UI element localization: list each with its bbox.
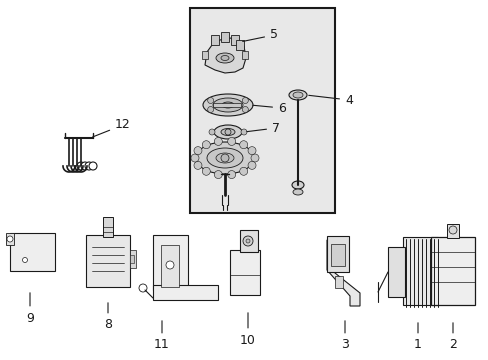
Circle shape bbox=[241, 129, 246, 135]
Text: 8: 8 bbox=[104, 303, 112, 332]
Ellipse shape bbox=[206, 148, 243, 168]
Circle shape bbox=[247, 161, 256, 169]
Ellipse shape bbox=[222, 102, 234, 108]
Circle shape bbox=[245, 239, 249, 243]
Circle shape bbox=[89, 162, 97, 170]
Bar bbox=[430, 237, 474, 305]
Circle shape bbox=[194, 161, 202, 169]
Text: 6: 6 bbox=[252, 102, 285, 114]
Text: 4: 4 bbox=[308, 94, 352, 107]
Bar bbox=[10, 233, 55, 271]
Text: 1: 1 bbox=[413, 323, 421, 351]
Circle shape bbox=[85, 162, 93, 170]
Bar bbox=[161, 245, 179, 287]
Bar bbox=[103, 217, 113, 237]
Ellipse shape bbox=[221, 129, 235, 135]
Bar bbox=[210, 35, 219, 45]
Ellipse shape bbox=[288, 90, 306, 100]
Bar bbox=[229, 250, 260, 295]
Circle shape bbox=[77, 162, 85, 170]
Circle shape bbox=[165, 261, 174, 269]
Circle shape bbox=[191, 154, 199, 162]
Bar bbox=[6, 233, 14, 245]
Circle shape bbox=[214, 138, 222, 145]
Text: 9: 9 bbox=[26, 293, 34, 324]
Ellipse shape bbox=[221, 55, 228, 60]
Bar bbox=[86, 235, 130, 287]
Circle shape bbox=[139, 284, 147, 292]
Circle shape bbox=[239, 141, 247, 149]
Circle shape bbox=[22, 257, 27, 262]
Ellipse shape bbox=[216, 53, 234, 63]
Text: 3: 3 bbox=[340, 321, 348, 351]
Ellipse shape bbox=[196, 142, 253, 174]
Ellipse shape bbox=[203, 94, 252, 116]
Circle shape bbox=[239, 167, 247, 175]
Bar bbox=[153, 235, 187, 290]
Bar bbox=[230, 35, 239, 45]
Circle shape bbox=[243, 236, 252, 246]
Text: 7: 7 bbox=[246, 122, 280, 135]
Circle shape bbox=[81, 162, 89, 170]
Circle shape bbox=[202, 167, 210, 175]
Bar bbox=[202, 51, 207, 59]
Ellipse shape bbox=[292, 189, 303, 195]
Bar bbox=[402, 237, 437, 305]
Circle shape bbox=[250, 154, 259, 162]
Bar bbox=[446, 224, 458, 238]
Circle shape bbox=[242, 107, 248, 112]
Circle shape bbox=[221, 154, 228, 162]
Circle shape bbox=[242, 98, 248, 104]
Bar bbox=[236, 40, 244, 50]
Ellipse shape bbox=[216, 153, 234, 163]
Circle shape bbox=[207, 98, 213, 104]
Bar bbox=[130, 250, 136, 268]
Circle shape bbox=[7, 236, 13, 242]
Circle shape bbox=[227, 138, 235, 145]
Bar bbox=[326, 236, 348, 272]
Bar bbox=[334, 276, 342, 288]
Circle shape bbox=[208, 129, 215, 135]
Circle shape bbox=[214, 171, 222, 179]
Bar bbox=[330, 244, 345, 266]
Ellipse shape bbox=[213, 98, 243, 112]
Ellipse shape bbox=[291, 181, 304, 189]
Circle shape bbox=[247, 147, 256, 155]
Circle shape bbox=[224, 129, 230, 135]
Ellipse shape bbox=[214, 125, 242, 139]
Ellipse shape bbox=[292, 92, 303, 98]
Bar bbox=[130, 255, 134, 263]
Circle shape bbox=[194, 147, 202, 155]
Polygon shape bbox=[326, 240, 359, 306]
Bar bbox=[240, 230, 258, 252]
Bar bbox=[153, 285, 218, 300]
Bar bbox=[213, 103, 241, 107]
Bar bbox=[190, 8, 334, 213]
Circle shape bbox=[448, 226, 456, 234]
Text: 2: 2 bbox=[448, 323, 456, 351]
Text: 10: 10 bbox=[240, 313, 255, 346]
Bar bbox=[242, 51, 247, 59]
Circle shape bbox=[202, 141, 210, 149]
Circle shape bbox=[227, 171, 235, 179]
Circle shape bbox=[207, 107, 213, 112]
Bar bbox=[387, 247, 404, 297]
Polygon shape bbox=[204, 38, 245, 73]
Text: 11: 11 bbox=[154, 321, 169, 351]
Text: 12: 12 bbox=[92, 118, 130, 137]
Bar bbox=[221, 32, 228, 42]
Text: 5: 5 bbox=[242, 28, 278, 41]
